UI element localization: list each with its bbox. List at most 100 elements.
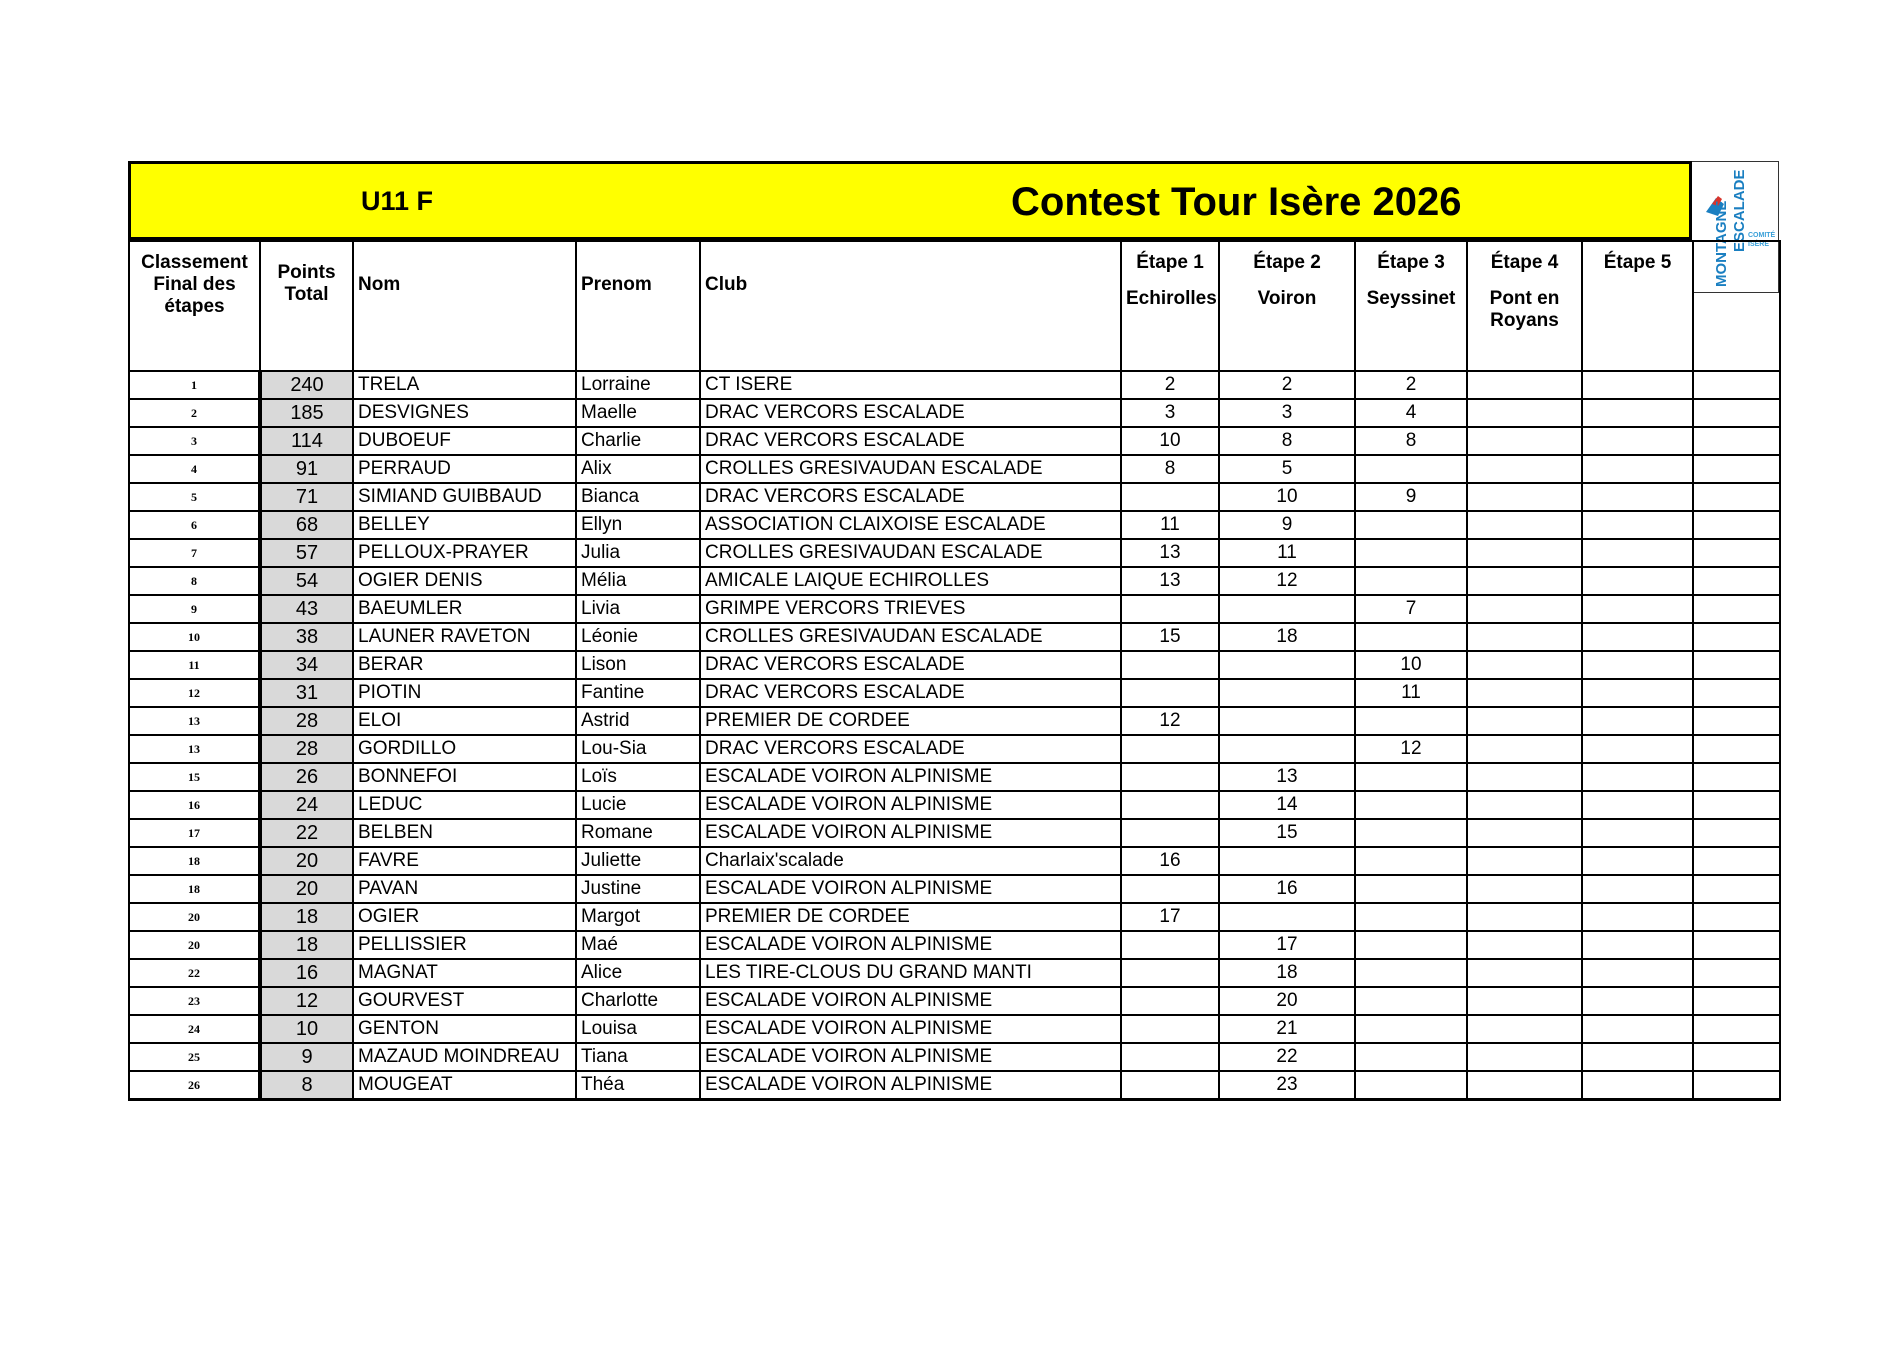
cell-points: 18 [259,930,354,960]
category-label: U11 F [361,186,434,216]
cell-rank: 11 [128,650,262,680]
cell-club: Charlaix'scalade [699,846,1122,876]
cell-etape-1: 11 [1120,510,1220,540]
cell-etape-2: 17 [1218,930,1356,960]
cell-points: 9 [259,1042,354,1072]
cell-etape-1 [1120,1070,1220,1101]
cell-etape-2: 22 [1218,1042,1356,1072]
cell-club: CROLLES GRESIVAUDAN ESCALADE [699,538,1122,568]
cell-etape-4 [1466,902,1583,932]
cell-club: ESCALADE VOIRON ALPINISME [699,1070,1122,1101]
table-row: 24 10 GENTON Louisa ESCALADE VOIRON ALPINISM… [128,1014,1781,1044]
cell-blank [1692,874,1781,904]
cell-prenom: Louisa [575,1014,701,1044]
cell-nom: BELBEN [352,818,577,848]
header-points: Points Total [259,240,354,372]
cell-etape-2: 13 [1218,762,1356,792]
cell-prenom: Léonie [575,622,701,652]
etape-location: Echirolles [1126,288,1217,309]
cell-prenom: Maelle [575,398,701,428]
cell-blank [1692,510,1781,540]
table-row: 2 185 DESVIGNES Maelle DRAC VERCORS ESCALADE… [128,398,1781,428]
cell-etape-4 [1466,930,1583,960]
table-row: 18 20 PAVAN Justine ESCALADE VOIRON ALPINISM… [128,874,1781,904]
cell-etape-3: 8 [1354,426,1468,456]
cell-etape-2: 9 [1218,510,1356,540]
cell-etape-5 [1581,566,1694,596]
cell-blank [1692,930,1781,960]
cell-rank: 24 [128,1014,262,1044]
table-row: 17 22 BELBEN Romane ESCALADE VOIRON ALPINISM… [128,818,1781,848]
cell-blank [1692,986,1781,1016]
cell-etape-5 [1581,762,1694,792]
cell-etape-1 [1120,1042,1220,1072]
cell-points: 24 [259,790,354,820]
cell-etape-4 [1466,1014,1583,1044]
cell-etape-2: 18 [1218,958,1356,988]
cell-etape-3: 2 [1354,370,1468,400]
cell-blank [1692,1014,1781,1044]
cell-etape-2: 3 [1218,398,1356,428]
cell-club: PREMIER DE CORDEE [699,706,1122,736]
svg-text:ESCALADE: ESCALADE [1731,169,1748,252]
cell-etape-4 [1466,790,1583,820]
cell-etape-5 [1581,650,1694,680]
cell-etape-5 [1581,986,1694,1016]
table-row: 5 71 SIMIAND GUIBBAUD Bianca DRAC VERCORS ES… [128,482,1781,512]
cell-etape-3: 7 [1354,594,1468,624]
cell-blank [1692,370,1781,400]
cell-points: 10 [259,1014,354,1044]
cell-etape-3 [1354,510,1468,540]
table-row: 3 114 DUBOEUF Charlie DRAC VERCORS ESCALADE 1… [128,426,1781,456]
cell-nom: PIOTIN [352,678,577,708]
cell-prenom: Lucie [575,790,701,820]
cell-etape-4 [1466,482,1583,512]
etape-label: Étape 1 [1136,252,1204,273]
table-row: 20 18 OGIER Margot PREMIER DE CORDEE 17 [128,902,1781,932]
cell-points: 91 [259,454,354,484]
cell-points: 38 [259,622,354,652]
cell-etape-5 [1581,454,1694,484]
cell-prenom: Théa [575,1070,701,1101]
cell-etape-1 [1120,1014,1220,1044]
table-row: 12 31 PIOTIN Fantine DRAC VERCORS ESCALADE 11 [128,678,1781,708]
etape-location: Voiron [1257,288,1317,309]
cell-etape-3 [1354,930,1468,960]
cell-prenom: Tiana [575,1042,701,1072]
cell-rank: 25 [128,1042,262,1072]
cell-club: DRAC VERCORS ESCALADE [699,678,1122,708]
cell-prenom: Charlotte [575,986,701,1016]
cell-etape-4 [1466,650,1583,680]
cell-blank [1692,818,1781,848]
cell-club: ESCALADE VOIRON ALPINISME [699,874,1122,904]
cell-etape-1: 13 [1120,538,1220,568]
cell-club: ESCALADE VOIRON ALPINISME [699,818,1122,848]
cell-etape-4 [1466,538,1583,568]
cell-etape-5 [1581,510,1694,540]
cell-etape-3: 4 [1354,398,1468,428]
cell-etape-1 [1120,650,1220,680]
cell-points: 114 [259,426,354,456]
cell-club: AMICALE LAIQUE ECHIROLLES [699,566,1122,596]
cell-nom: FAVRE [352,846,577,876]
cell-etape-2: 12 [1218,566,1356,596]
table-row: 7 57 PELLOUX-PRAYER Julia CROLLES GRESIVAUDA… [128,538,1781,568]
cell-blank [1692,594,1781,624]
cell-etape-3 [1354,986,1468,1016]
cell-etape-1 [1120,678,1220,708]
title-banner: U11 F Contest Tour Isère 2026 [128,161,1692,240]
table-row: 13 28 ELOI Astrid PREMIER DE CORDEE 12 [128,706,1781,736]
cell-nom: LAUNER RAVETON [352,622,577,652]
cell-club: PREMIER DE CORDEE [699,902,1122,932]
ranking-table: Classement Final des étapes Points Total… [128,240,1781,1101]
cell-prenom: Mélia [575,566,701,596]
cell-etape-4 [1466,762,1583,792]
cell-nom: MAGNAT [352,958,577,988]
header-etape-4: Étape 4 Pont en Royans [1466,240,1583,372]
header-etape-2: Étape 2 Voiron [1218,240,1356,372]
cell-etape-5 [1581,790,1694,820]
cell-etape-5 [1581,874,1694,904]
cell-nom: OGIER DENIS [352,566,577,596]
cell-blank [1692,678,1781,708]
cell-etape-3 [1354,790,1468,820]
